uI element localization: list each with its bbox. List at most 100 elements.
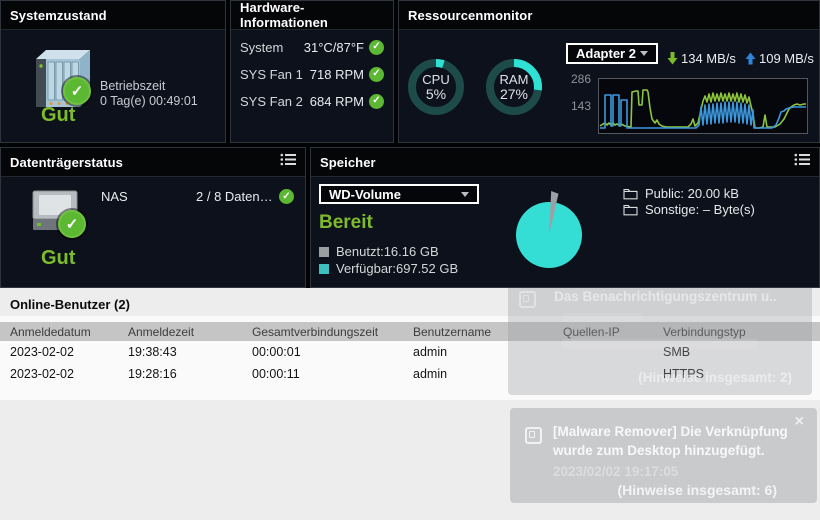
- hardware-row-system: System 31°C/87°F: [240, 37, 384, 57]
- table-row[interactable]: 2023-02-02 19:38:43 00:00:01 admin SMB: [0, 341, 820, 363]
- status-ok-icon: [279, 189, 294, 204]
- folder-public-text: Public: 20.00 kB: [645, 186, 739, 201]
- list-menu-icon[interactable]: [280, 153, 296, 171]
- available-swatch-icon: [319, 263, 329, 274]
- panel-storage: Speicher WD-Volume Bereit Benutzt:16.16 …: [310, 147, 820, 288]
- system-status-text: Gut: [41, 104, 76, 126]
- available-text: Verfügbar:697.52 GB: [336, 261, 459, 276]
- faded-text-line: [562, 339, 757, 349]
- hw-label: SYS Fan 1: [240, 66, 303, 82]
- close-icon[interactable]: [795, 414, 804, 430]
- notification-app-icon: [525, 427, 542, 444]
- notification-total: (Hinweise insgesamt: 6): [617, 482, 778, 498]
- network-traffic-graph: [598, 78, 808, 139]
- notification-app-icon: [519, 291, 536, 308]
- notification-total: (Hinweise insgesamt: 2): [638, 370, 792, 385]
- panel-title: Speicher: [320, 154, 376, 170]
- notification-toast-malware-remover: [Malware Remover] Die Verknüpfung wurde …: [510, 408, 817, 503]
- uptime-label: Betriebszeit: [100, 79, 166, 93]
- uptime-value: 0 Tag(e) 00:49:01: [100, 94, 198, 108]
- status-ok-icon: [369, 39, 384, 55]
- used-swatch-icon: [319, 246, 329, 257]
- cell-username: admin: [413, 367, 448, 381]
- folder-icon: [623, 188, 638, 199]
- col-header[interactable]: Gesamtverbindungszeit: [252, 324, 379, 339]
- panel-resource-monitor: Ressourcenmonitor CPU 5% RAM 27% Adapt: [398, 0, 820, 143]
- hw-value: 684 RPM: [309, 93, 364, 109]
- cpu-gauge-arc: [408, 59, 464, 115]
- chevron-down-icon: [461, 191, 469, 197]
- upload-stat: 109 MB/s: [745, 51, 814, 66]
- cpu-label: CPU: [422, 72, 450, 87]
- download-stat: 134 MB/s: [667, 51, 736, 66]
- disk-device-name: NAS: [101, 189, 128, 204]
- col-header[interactable]: Quellen-IP: [563, 324, 620, 339]
- table-row[interactable]: 2023-02-02 19:28:16 00:00:11 admin HTTPS: [0, 363, 820, 385]
- panel-hardware-info: Hardware-Informationen System 31°C/87°F …: [230, 0, 394, 143]
- volume-selected-value: WD-Volume: [329, 186, 401, 202]
- notification-title: Das Benachrichtigungszentrum u..: [554, 289, 777, 304]
- panel-disk-header: Datenträgerstatus: [1, 148, 305, 177]
- panel-title: Systemzustand: [10, 7, 107, 23]
- volume-select[interactable]: WD-Volume: [319, 184, 479, 204]
- panel-disk-status: Datenträgerstatus NAS 2 / 8 Daten… Gut: [0, 147, 306, 288]
- legend-available: Verfügbar:697.52 GB: [319, 261, 458, 276]
- legend-used: Benutzt:16.16 GB: [319, 244, 439, 259]
- cell-login-time: 19:28:16: [128, 367, 177, 381]
- folder-public: Public: 20.00 kB: [623, 186, 739, 201]
- hw-label: SYS Fan 2: [240, 93, 303, 109]
- upload-series-line: [600, 94, 806, 129]
- upload-arrow-icon: [745, 52, 756, 65]
- table-header-row: Anmeldedatum Anmeldezeit Gesamtverbindun…: [0, 322, 820, 341]
- cpu-gauge: CPU 5%: [407, 58, 465, 116]
- cell-connection-type: HTTPS: [663, 367, 704, 381]
- disk-status-text: Gut: [41, 247, 76, 269]
- used-text: Benutzt:16.16 GB: [336, 244, 439, 259]
- ram-gauge: RAM 27%: [485, 58, 543, 116]
- panel-system-health-header: Systemzustand: [1, 1, 225, 30]
- chevron-down-icon: [640, 51, 648, 56]
- adapter-select[interactable]: Adapter 2: [566, 43, 658, 64]
- ram-value: 27%: [499, 86, 529, 102]
- panel-title: Datenträgerstatus: [10, 154, 123, 170]
- panel-title: Hardware-Informationen: [240, 0, 328, 30]
- disk-ok-badge-icon: [58, 210, 86, 238]
- folder-icon: [623, 204, 638, 215]
- status-ok-icon: [369, 93, 384, 109]
- list-menu-icon[interactable]: [794, 153, 810, 171]
- hardware-row-fan1: SYS Fan 1 718 RPM: [240, 64, 384, 84]
- online-users-table: Anmeldedatum Anmeldezeit Gesamtverbindun…: [0, 316, 820, 400]
- panel-resource-header: Ressourcenmonitor: [399, 1, 819, 30]
- graph-axis-mid: 143: [570, 99, 591, 113]
- cell-total-time: 00:00:01: [252, 345, 301, 359]
- cpu-value: 5%: [425, 86, 447, 102]
- col-header[interactable]: Anmeldezeit: [128, 324, 195, 339]
- download-arrow-icon: [667, 52, 678, 65]
- disk-slots-summary[interactable]: 2 / 8 Daten…: [196, 189, 273, 204]
- col-header[interactable]: Anmeldedatum: [10, 324, 91, 339]
- cell-connection-type: SMB: [663, 345, 691, 359]
- download-value: 134 MB/s: [681, 51, 736, 66]
- cell-login-date: 2023-02-02: [10, 345, 74, 359]
- folder-other: Sonstige: – Byte(s): [623, 202, 755, 217]
- upload-value: 109 MB/s: [759, 51, 814, 66]
- col-header[interactable]: Benutzername: [413, 324, 492, 339]
- storage-pie-chart: [509, 189, 589, 278]
- cell-login-time: 19:38:43: [128, 345, 177, 359]
- notification-line2: wurde zum Desktop hinzugefügt.: [553, 443, 765, 458]
- hw-value: 31°C/87°F: [303, 39, 364, 55]
- panel-title: Ressourcenmonitor: [408, 7, 533, 23]
- notification-toast-fading: Das Benachrichtigungszentrum u.. (Hinwei…: [508, 288, 812, 395]
- panel-system-health: Systemzustand Betriebszeit 0 Tag(e) 00:4…: [0, 0, 226, 143]
- hardware-row-fan2: SYS Fan 2 684 RPM: [240, 91, 384, 111]
- volume-status-text: Bereit: [319, 212, 373, 233]
- col-header[interactable]: Verbindungstyp: [663, 324, 746, 339]
- panel-storage-header: Speicher: [311, 148, 819, 177]
- notification-timestamp: 2023/02/02 19:17:05: [553, 464, 679, 479]
- pie-used-wedge: [549, 191, 559, 235]
- adapter-selected-value: Adapter 2: [576, 46, 636, 61]
- graph-axis-top: 286: [570, 72, 591, 86]
- status-ok-icon: [369, 66, 384, 82]
- download-series-line: [599, 89, 806, 129]
